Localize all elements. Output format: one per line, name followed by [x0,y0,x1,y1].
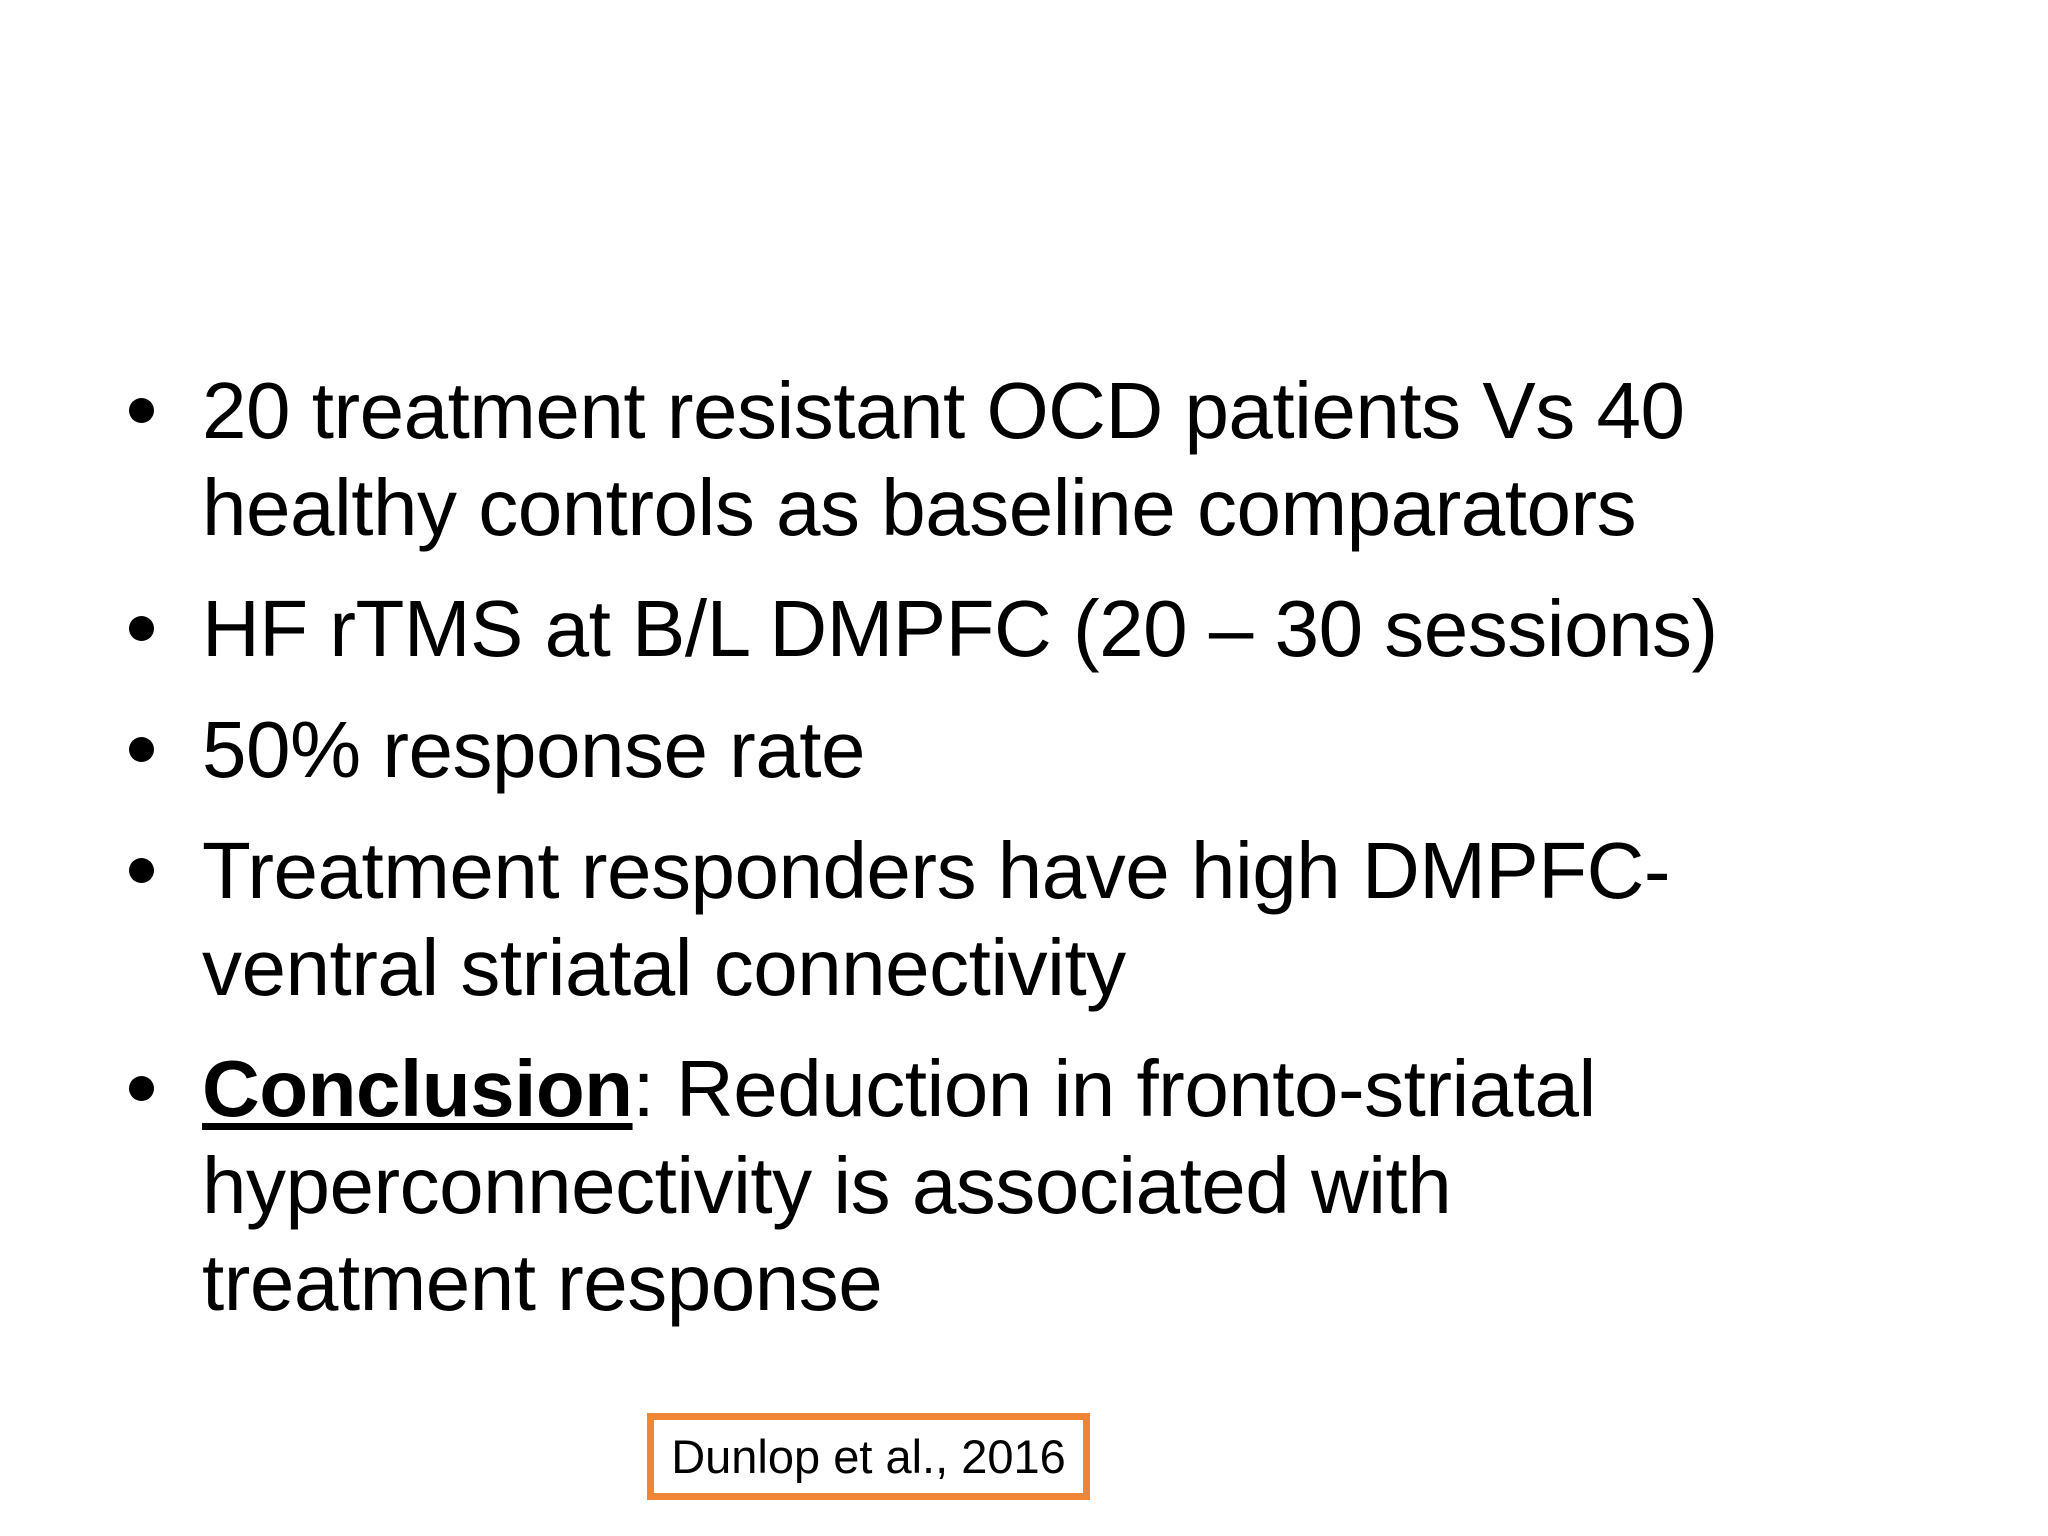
bullet-line: 20 treatment resistant OCD patients Vs 4… [202,366,1685,455]
bullet-line: Conclusion: Reduction in fronto-striatal [202,1040,1869,1137]
bullet-line: treatment response [202,1238,883,1327]
bullet-line: healthy controls as baseline comparators [202,463,1637,552]
bullet-item-protocol: HF rTMS at B/L DMPFC (20 – 30 sessions) [129,580,1869,677]
bullet-line: ventral striatal connectivity [202,923,1126,1012]
citation-label: Dunlop et al., 2016 [671,1430,1066,1483]
bullet-item-study-sample: 20 treatment resistant OCD patients Vs 4… [129,362,1869,556]
bullet-item-response-rate: 50% response rate [129,701,1869,798]
bullet-line: Treatment responders have high DMPFC- [202,826,1671,915]
bullet-line: 50% response rate [202,705,866,794]
bullet-line: HF rTMS at B/L DMPFC (20 – 30 sessions) [202,584,1718,673]
citation-box: Dunlop et al., 2016 [647,1413,1090,1500]
bullet-item-conclusion: Conclusion: Reduction in fronto-striatal… [129,1040,1869,1331]
conclusion-rest-text: : Reduction in fronto-striatal [632,1044,1597,1133]
bullet-list: 20 treatment resistant OCD patients Vs 4… [129,362,1869,1331]
conclusion-emphasis-text: Conclusion [202,1044,633,1133]
bullet-item-responders: Treatment responders have high DMPFC- ve… [129,822,1869,1016]
bullet-line: hyperconnectivity is associated with [202,1141,1452,1230]
